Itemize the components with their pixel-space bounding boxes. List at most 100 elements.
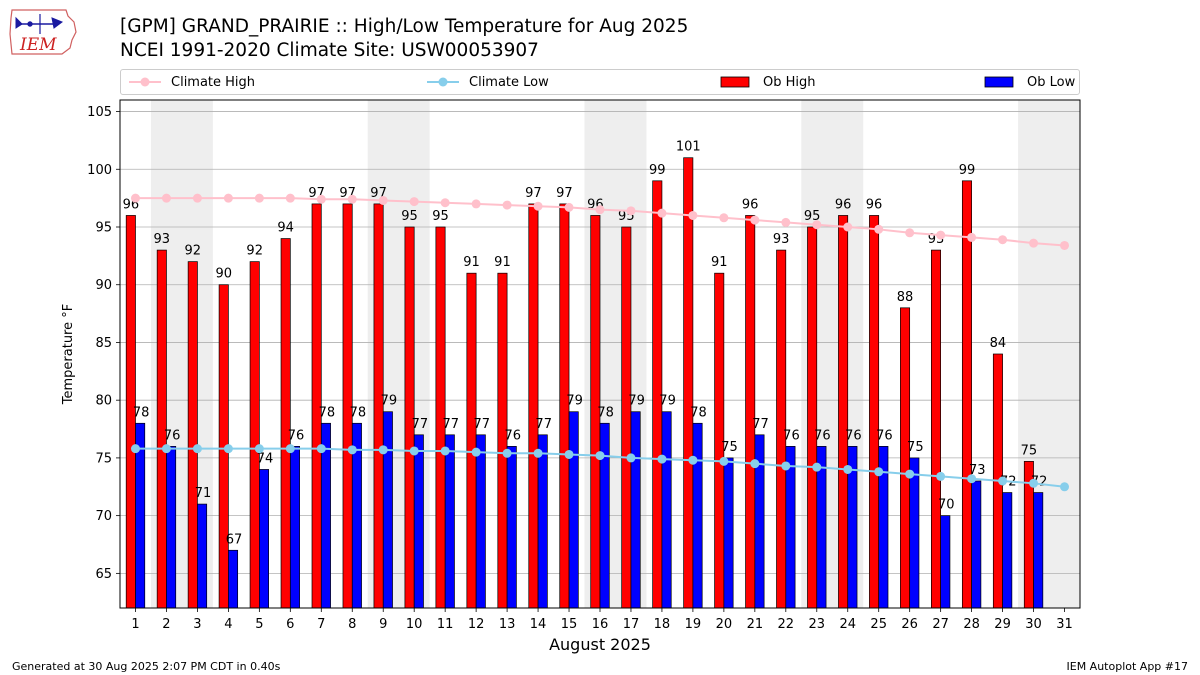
ob-low-label: 77: [535, 417, 552, 432]
chart-title: [GPM] GRAND_PRAIRIE :: High/Low Temperat…: [120, 16, 689, 37]
ob-low-bar: [661, 411, 672, 609]
y-tick-label: 75: [95, 451, 112, 466]
x-tick-label: 7: [317, 617, 325, 632]
climate-high-point: [781, 217, 791, 227]
ob-high-label: 101: [676, 140, 701, 155]
climate-low-point: [750, 459, 760, 469]
climate-high-point: [905, 228, 915, 238]
ob-high-bar: [931, 249, 941, 609]
climate-high-point: [564, 202, 574, 212]
climate-low-point: [564, 449, 574, 459]
climate-low-point: [409, 446, 419, 456]
ob-high-label: 93: [154, 232, 171, 247]
climate-high-point: [750, 215, 760, 225]
ob-low-bar: [630, 411, 641, 609]
climate-high-point: [471, 199, 481, 209]
climate-high-point: [502, 200, 512, 210]
iem-logo[interactable]: IEM: [6, 4, 82, 60]
climate-low-line-icon: [427, 77, 459, 87]
ob-high-bar: [683, 157, 694, 609]
ob-high-bar: [838, 215, 849, 609]
climate-high-point: [719, 213, 729, 223]
climate-low-point: [471, 447, 481, 457]
ob-low-bar: [599, 422, 610, 609]
ob-high-label: 96: [742, 197, 759, 212]
x-tick-label: 21: [747, 617, 764, 632]
x-tick-label: 19: [685, 617, 702, 632]
climate-low-point: [161, 444, 171, 454]
ob-high-label: 88: [897, 290, 914, 305]
legend-label-ob-high: Ob High: [763, 74, 816, 90]
climate-low-point: [254, 444, 264, 454]
ob-high-bar: [961, 180, 972, 609]
climate-high-point: [285, 193, 295, 203]
ob-low-bar: [909, 457, 920, 609]
x-tick-label: 31: [1056, 617, 1073, 632]
climate-high-point: [409, 197, 419, 207]
climate-low-point: [440, 446, 450, 456]
climate-high-point: [626, 206, 636, 216]
x-tick-label: 28: [963, 617, 980, 632]
ob-low-bar: [1033, 492, 1044, 609]
climate-low-point: [502, 448, 512, 458]
climate-low-point: [719, 456, 729, 466]
ob-low-label: 67: [226, 532, 243, 547]
ob-low-label: 79: [566, 394, 583, 409]
ob-low-bar: [475, 434, 486, 609]
climate-low-point: [595, 451, 605, 461]
ob-low-label: 78: [350, 405, 367, 420]
x-tick-label: 5: [255, 617, 263, 632]
ob-low-label: 78: [133, 405, 150, 420]
climate-low-point: [1029, 478, 1039, 488]
climate-high-point: [347, 194, 357, 204]
x-tick-label: 11: [437, 617, 454, 632]
climate-low-point: [316, 444, 326, 454]
climate-low-point: [688, 455, 698, 465]
climate-high-point: [192, 193, 202, 203]
ob-low-label: 76: [288, 428, 305, 443]
chart-subtitle: NCEI 1991-2020 Climate Site: USW00053907: [120, 40, 539, 61]
ob-high-label: 99: [959, 163, 976, 178]
ob-low-label: 76: [504, 428, 521, 443]
ob-low-bar: [259, 469, 269, 609]
climate-high-point: [1060, 240, 1070, 250]
climate-low-point: [285, 444, 295, 454]
legend: Climate High Climate Low Ob High Ob Low: [120, 69, 1080, 95]
ob-low-label: 75: [721, 440, 738, 455]
ob-low-label: 74: [257, 451, 274, 466]
generated-timestamp: Generated at 30 Aug 2025 2:07 PM CDT in …: [12, 660, 281, 673]
climate-low-point: [130, 444, 140, 454]
ob-high-bar: [745, 215, 756, 609]
legend-label-ob-low: Ob Low: [1027, 74, 1076, 90]
ob-low-label: 76: [164, 428, 181, 443]
climate-high-point: [657, 208, 667, 218]
legend-item-climate-low: Climate Low: [425, 70, 549, 94]
y-tick-label: 85: [95, 336, 112, 351]
x-tick-label: 17: [623, 617, 640, 632]
y-tick-label: 105: [87, 105, 112, 120]
ob-high-label: 96: [866, 197, 883, 212]
climate-low-point: [657, 454, 667, 464]
x-tick-label: 25: [870, 617, 887, 632]
ob-high-bar: [249, 261, 260, 609]
y-tick-label: 95: [95, 221, 112, 236]
climate-low-point: [223, 444, 233, 454]
climate-high-point: [812, 220, 822, 230]
climate-low-point: [192, 444, 202, 454]
ob-high-bar: [528, 203, 539, 609]
ob-low-label: 76: [783, 428, 800, 443]
ob-low-bar: [289, 446, 300, 609]
y-tick-label: 65: [95, 567, 112, 582]
ob-low-label: 77: [412, 417, 429, 432]
x-tick-label: 13: [499, 617, 516, 632]
climate-low-point: [843, 464, 853, 474]
x-tick-label: 9: [379, 617, 387, 632]
ob-high-bar: [900, 307, 911, 609]
y-tick-label: 90: [95, 278, 112, 293]
x-tick-label: 30: [1025, 617, 1042, 632]
x-tick-label: 27: [932, 617, 949, 632]
ob-low-bar: [940, 515, 951, 609]
ob-low-bar: [723, 457, 734, 609]
ob-low-bar: [444, 434, 455, 609]
